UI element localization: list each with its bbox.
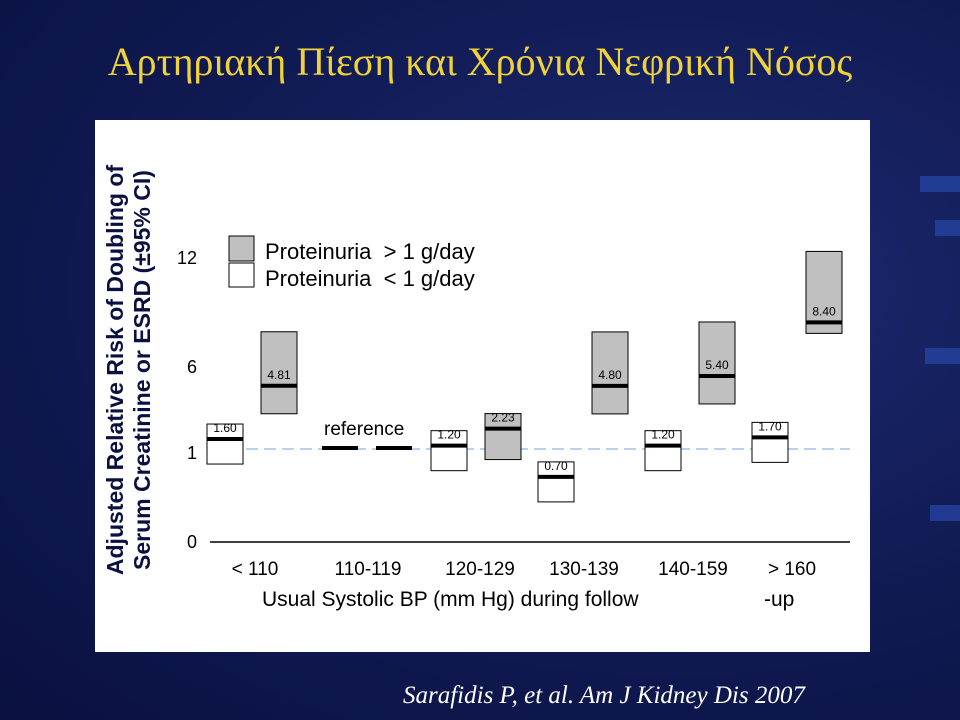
decor-stripe xyxy=(930,505,960,521)
reference-label: reference xyxy=(324,419,404,440)
slide-title: Αρτηριακή Πίεση και Χρόνια Νεφρική Νόσος xyxy=(107,39,853,84)
ci-box xyxy=(537,461,575,503)
value-label: 1.70 xyxy=(758,419,782,433)
ci-box xyxy=(805,250,843,334)
legend-label-high-proteinuria: Proteinuria > 1 g/day xyxy=(265,239,475,264)
y-tick-label: 1 xyxy=(187,443,197,463)
y-tick-label: 12 xyxy=(177,248,197,268)
value-label: 2.23 xyxy=(491,411,515,425)
x-category-label: > 160 xyxy=(768,559,816,580)
ci-box xyxy=(484,413,522,461)
ci-box xyxy=(206,423,244,465)
x-category-label: 130-139 xyxy=(549,559,619,580)
ci-box xyxy=(430,430,468,472)
citation: Sarafidis P, et al. Am J Kidney Dis 2007 xyxy=(403,682,805,709)
value-label: 4.81 xyxy=(267,368,291,382)
ci-box xyxy=(644,430,682,472)
x-category-label: < 110 xyxy=(232,559,279,580)
decor-stripe xyxy=(935,220,960,236)
decor-stripe xyxy=(920,176,960,192)
value-label: 8.40 xyxy=(812,304,836,318)
y-tick-label: 6 xyxy=(187,357,197,377)
ci-box xyxy=(751,421,789,463)
x-axis-title-tail: -up xyxy=(764,588,794,611)
value-label: 1.20 xyxy=(651,428,675,442)
value-label: 5.40 xyxy=(705,358,729,372)
legend-swatch-high-proteinuria xyxy=(228,235,255,262)
legend-label-low-proteinuria: Proteinuria < 1 g/day xyxy=(265,266,475,291)
x-category-label: 140-159 xyxy=(658,559,728,580)
legend-swatch-low-proteinuria xyxy=(228,262,255,288)
value-label: 1.60 xyxy=(213,421,237,435)
y-tick-label: 0 xyxy=(187,532,197,552)
x-category-label: 110-119 xyxy=(335,559,402,580)
chart-panel xyxy=(95,120,870,652)
x-axis-title: Usual Systolic BP (mm Hg) during follow xyxy=(262,588,639,611)
x-category-label: 120-129 xyxy=(445,559,515,580)
value-label: 0.70 xyxy=(544,459,568,473)
decor-stripe xyxy=(925,348,960,364)
value-label: 4.80 xyxy=(598,368,622,382)
ci-box xyxy=(698,321,736,405)
ci-box xyxy=(260,331,298,415)
value-label: 1.20 xyxy=(437,428,461,442)
ci-box xyxy=(591,331,629,415)
